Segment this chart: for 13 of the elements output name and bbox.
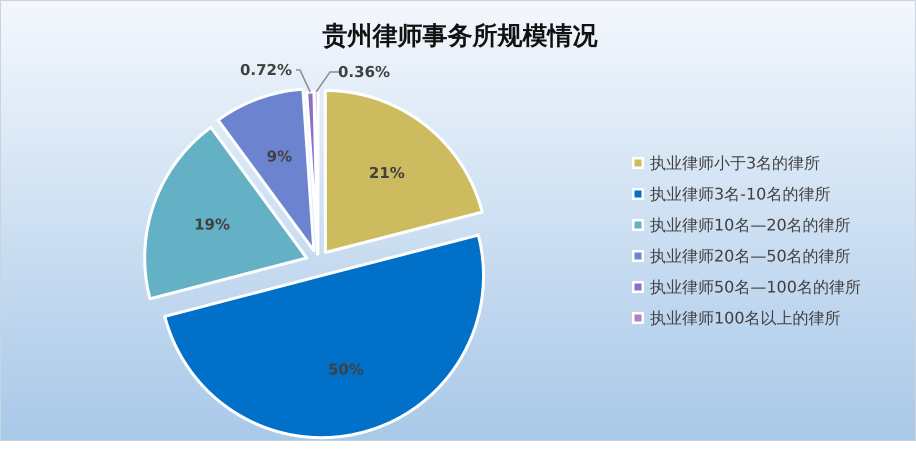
legend-label: 执业律师小于3名的律所 [650, 154, 820, 172]
data-label: 21% [368, 164, 405, 182]
data-label: 50% [328, 360, 364, 379]
legend-label: 执业律师50名—100名的律所 [650, 278, 861, 296]
data-label: 19% [194, 215, 230, 234]
legend-label: 执业律师20名—50名的律所 [650, 246, 851, 266]
legend-label: 执业律师10名—20名的律所 [650, 216, 851, 234]
data-label: 0.72% [240, 61, 292, 79]
chart-title: 贵州律师事务所规模情况 [322, 21, 598, 50]
legend-label: 执业律师3名-10名的律所 [650, 184, 830, 204]
data-label: 9% [266, 147, 292, 166]
data-label: 0.36% [338, 63, 390, 81]
legend-label: 执业律师100名以上的律所 [650, 308, 841, 328]
